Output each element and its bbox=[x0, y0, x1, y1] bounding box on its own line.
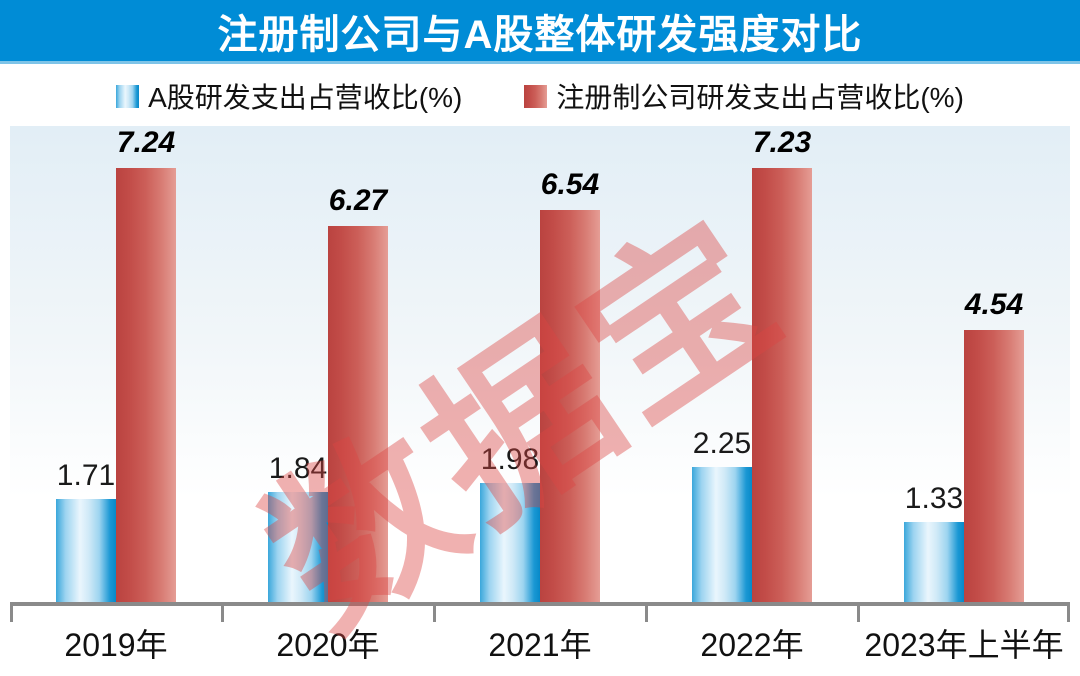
category-label: 2021年 bbox=[488, 627, 592, 663]
plot-area: 1.71 7.24 1.84 6.27 1.98 6.54 2.25 7.23 1.33 4.54 bbox=[10, 126, 1070, 622]
value-label-a-share: 1.84 bbox=[268, 452, 328, 485]
bar-a-share bbox=[692, 467, 752, 602]
value-label-registration: 6.54 bbox=[540, 168, 600, 201]
legend-swatch-red bbox=[524, 84, 548, 108]
value-label-registration: 4.54 bbox=[964, 288, 1024, 321]
category-label: 2022年 bbox=[700, 627, 804, 663]
bar-a-share bbox=[480, 483, 540, 602]
value-label-a-share: 2.25 bbox=[692, 427, 752, 460]
value-label-a-share: 1.33 bbox=[904, 482, 964, 515]
legend: A股研发支出占营收比(%) 注册制公司研发支出占营收比(%) bbox=[0, 76, 1080, 116]
chart-title: 注册制公司与A股整体研发强度对比 bbox=[217, 12, 863, 57]
bar-a-share bbox=[268, 492, 328, 602]
bar-registration bbox=[328, 226, 388, 602]
axis-tick bbox=[645, 606, 648, 622]
bar-a-share bbox=[56, 499, 116, 602]
chart-title-bar: 注册制公司与A股整体研发强度对比 bbox=[0, 0, 1080, 64]
category-label: 2020年 bbox=[276, 627, 380, 663]
axis-tick bbox=[10, 606, 13, 622]
legend-item-a-share: A股研发支出占营收比(%) bbox=[116, 76, 462, 116]
bar-registration bbox=[752, 168, 812, 602]
value-label-registration: 6.27 bbox=[328, 184, 388, 217]
legend-label-registration: 注册制公司研发支出占营收比(%) bbox=[556, 82, 964, 113]
x-axis-category-labels: 2019年 2020年 2021年 2022年 2023年上半年 bbox=[10, 620, 1070, 663]
category-label: 2023年上半年 bbox=[864, 627, 1064, 663]
value-label-registration: 7.24 bbox=[116, 126, 176, 159]
category-label: 2019年 bbox=[64, 627, 168, 663]
axis-tick bbox=[221, 606, 224, 622]
bar-registration bbox=[964, 330, 1024, 602]
legend-item-registration: 注册制公司研发支出占营收比(%) bbox=[524, 76, 964, 116]
value-label-a-share: 1.71 bbox=[56, 459, 116, 492]
value-label-a-share: 1.98 bbox=[480, 443, 540, 476]
axis-tick bbox=[433, 606, 436, 622]
legend-label-a-share: A股研发支出占营收比(%) bbox=[148, 82, 463, 113]
bar-registration bbox=[540, 210, 600, 602]
value-label-registration: 7.23 bbox=[752, 126, 812, 159]
bar-a-share bbox=[904, 522, 964, 602]
legend-swatch-blue bbox=[116, 84, 140, 108]
axis-tick bbox=[857, 606, 860, 622]
axis-tick bbox=[1067, 606, 1070, 622]
bar-registration bbox=[116, 168, 176, 602]
